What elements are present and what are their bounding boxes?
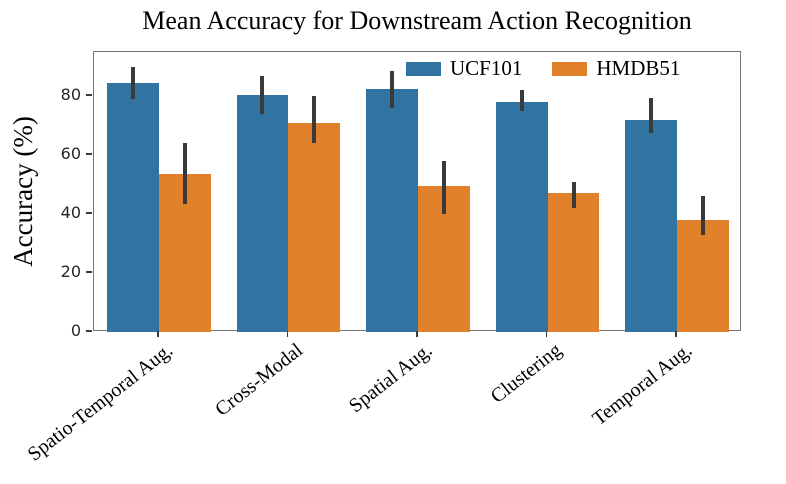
bar-hmdb51-1 [288,122,341,332]
legend-label-ucf101: UCF101 [450,56,523,80]
legend: UCF101 HMDB51 [406,56,680,81]
plot-area: UCF101 HMDB51 [93,51,741,332]
hmdb51-legend-swatch-icon [552,61,588,76]
bar-hmdb51-4 [677,220,730,332]
x-category-label: Spatial Aug. [345,339,437,418]
bar-ucf101-3 [495,102,548,332]
error-bar-hmdb51-2 [441,161,446,215]
y-tick-mark [86,271,92,273]
y-tick-label: 0 [70,321,81,340]
bar-ucf101-2 [366,88,418,332]
error-bar-ucf101-0 [130,66,135,100]
x-category-label: Clustering [486,339,567,408]
x-category-label: Temporal Aug. [587,339,696,431]
x-tick-mark [416,331,418,337]
x-tick-mark [545,331,548,337]
chart-title: Mean Accuracy for Downstream Action Reco… [142,6,692,35]
x-tick-mark [286,331,289,337]
error-bar-hmdb51-0 [182,143,187,204]
error-bar-hmdb51-4 [701,196,706,235]
error-bar-hmdb51-1 [312,96,317,144]
legend-label-hmdb51: HMDB51 [596,56,681,80]
bar-ucf101-4 [625,119,678,332]
x-tick-mark [675,331,677,337]
x-category-label: Spatio-Temporal Aug. [23,339,178,466]
legend-item-hmdb51: HMDB51 [552,56,680,81]
x-category-label: Cross-Modal [211,339,307,421]
bar-ucf101-1 [236,94,289,332]
error-bar-ucf101-1 [260,75,265,114]
y-tick-mark [86,153,92,155]
y-tick-mark [86,212,92,214]
y-tick-mark [86,330,92,332]
y-axis-label: Accuracy (%) [7,115,38,267]
y-tick-label: 40 [60,203,81,223]
y-tick-mark [86,94,92,96]
error-bar-ucf101-2 [390,71,395,108]
error-bar-hmdb51-3 [571,181,576,209]
legend-item-ucf101: UCF101 [406,56,522,81]
ucf101-legend-swatch-icon [406,61,441,76]
bar-ucf101-0 [106,82,159,332]
error-bar-ucf101-3 [519,90,524,111]
error-bar-ucf101-4 [649,97,654,134]
x-tick-mark [157,331,159,337]
bar-hmdb51-3 [547,193,600,332]
y-tick-label: 20 [60,262,81,282]
y-tick-label: 60 [60,144,81,164]
y-tick-label: 80 [60,85,81,105]
